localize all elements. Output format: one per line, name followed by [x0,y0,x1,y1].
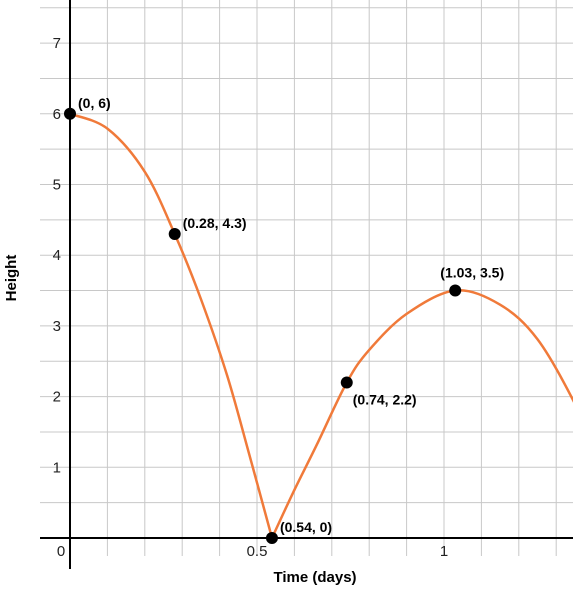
x-tick-label: 0.5 [247,543,268,560]
y-tick-label: 1 [53,459,61,476]
data-point [265,532,278,544]
x-axis-label: Time (days) [273,569,356,586]
data-point-label: (1.03, 3.5) [440,265,504,281]
y-tick-label: 3 [53,318,61,335]
data-point [449,284,462,297]
x-tick-label: 1 [440,543,448,560]
y-tick-label: 6 [53,106,61,123]
x-tick-labels: 00.511.522.5 [57,543,448,560]
y-tick-label: 4 [53,247,61,264]
data-point-label: (0, 6) [78,95,111,111]
y-tick-label: 5 [53,177,61,194]
grid [40,0,573,556]
y-axis-label: Height [3,255,20,302]
data-point [64,107,76,120]
y-tick-labels: 1 2 3 4 5 6 7 [53,35,61,476]
data-points [64,107,462,544]
data-point-label: (0.28, 4.3) [183,215,247,231]
data-point [168,227,181,240]
y-tick-label: 7 [53,35,61,52]
x-tick-label: 0 [57,543,65,560]
data-point-label: (0.54, 0) [280,519,332,535]
data-point-labels: (0, 6) (0.28, 4.3) (0.54, 0) (0.74, 2.2) (1.… [78,95,504,535]
data-point-label: (0.74, 2.2) [353,391,417,407]
y-tick-label: 2 [53,389,61,406]
data-point [340,376,353,389]
axes [40,0,573,569]
height-curve [69,112,573,542]
